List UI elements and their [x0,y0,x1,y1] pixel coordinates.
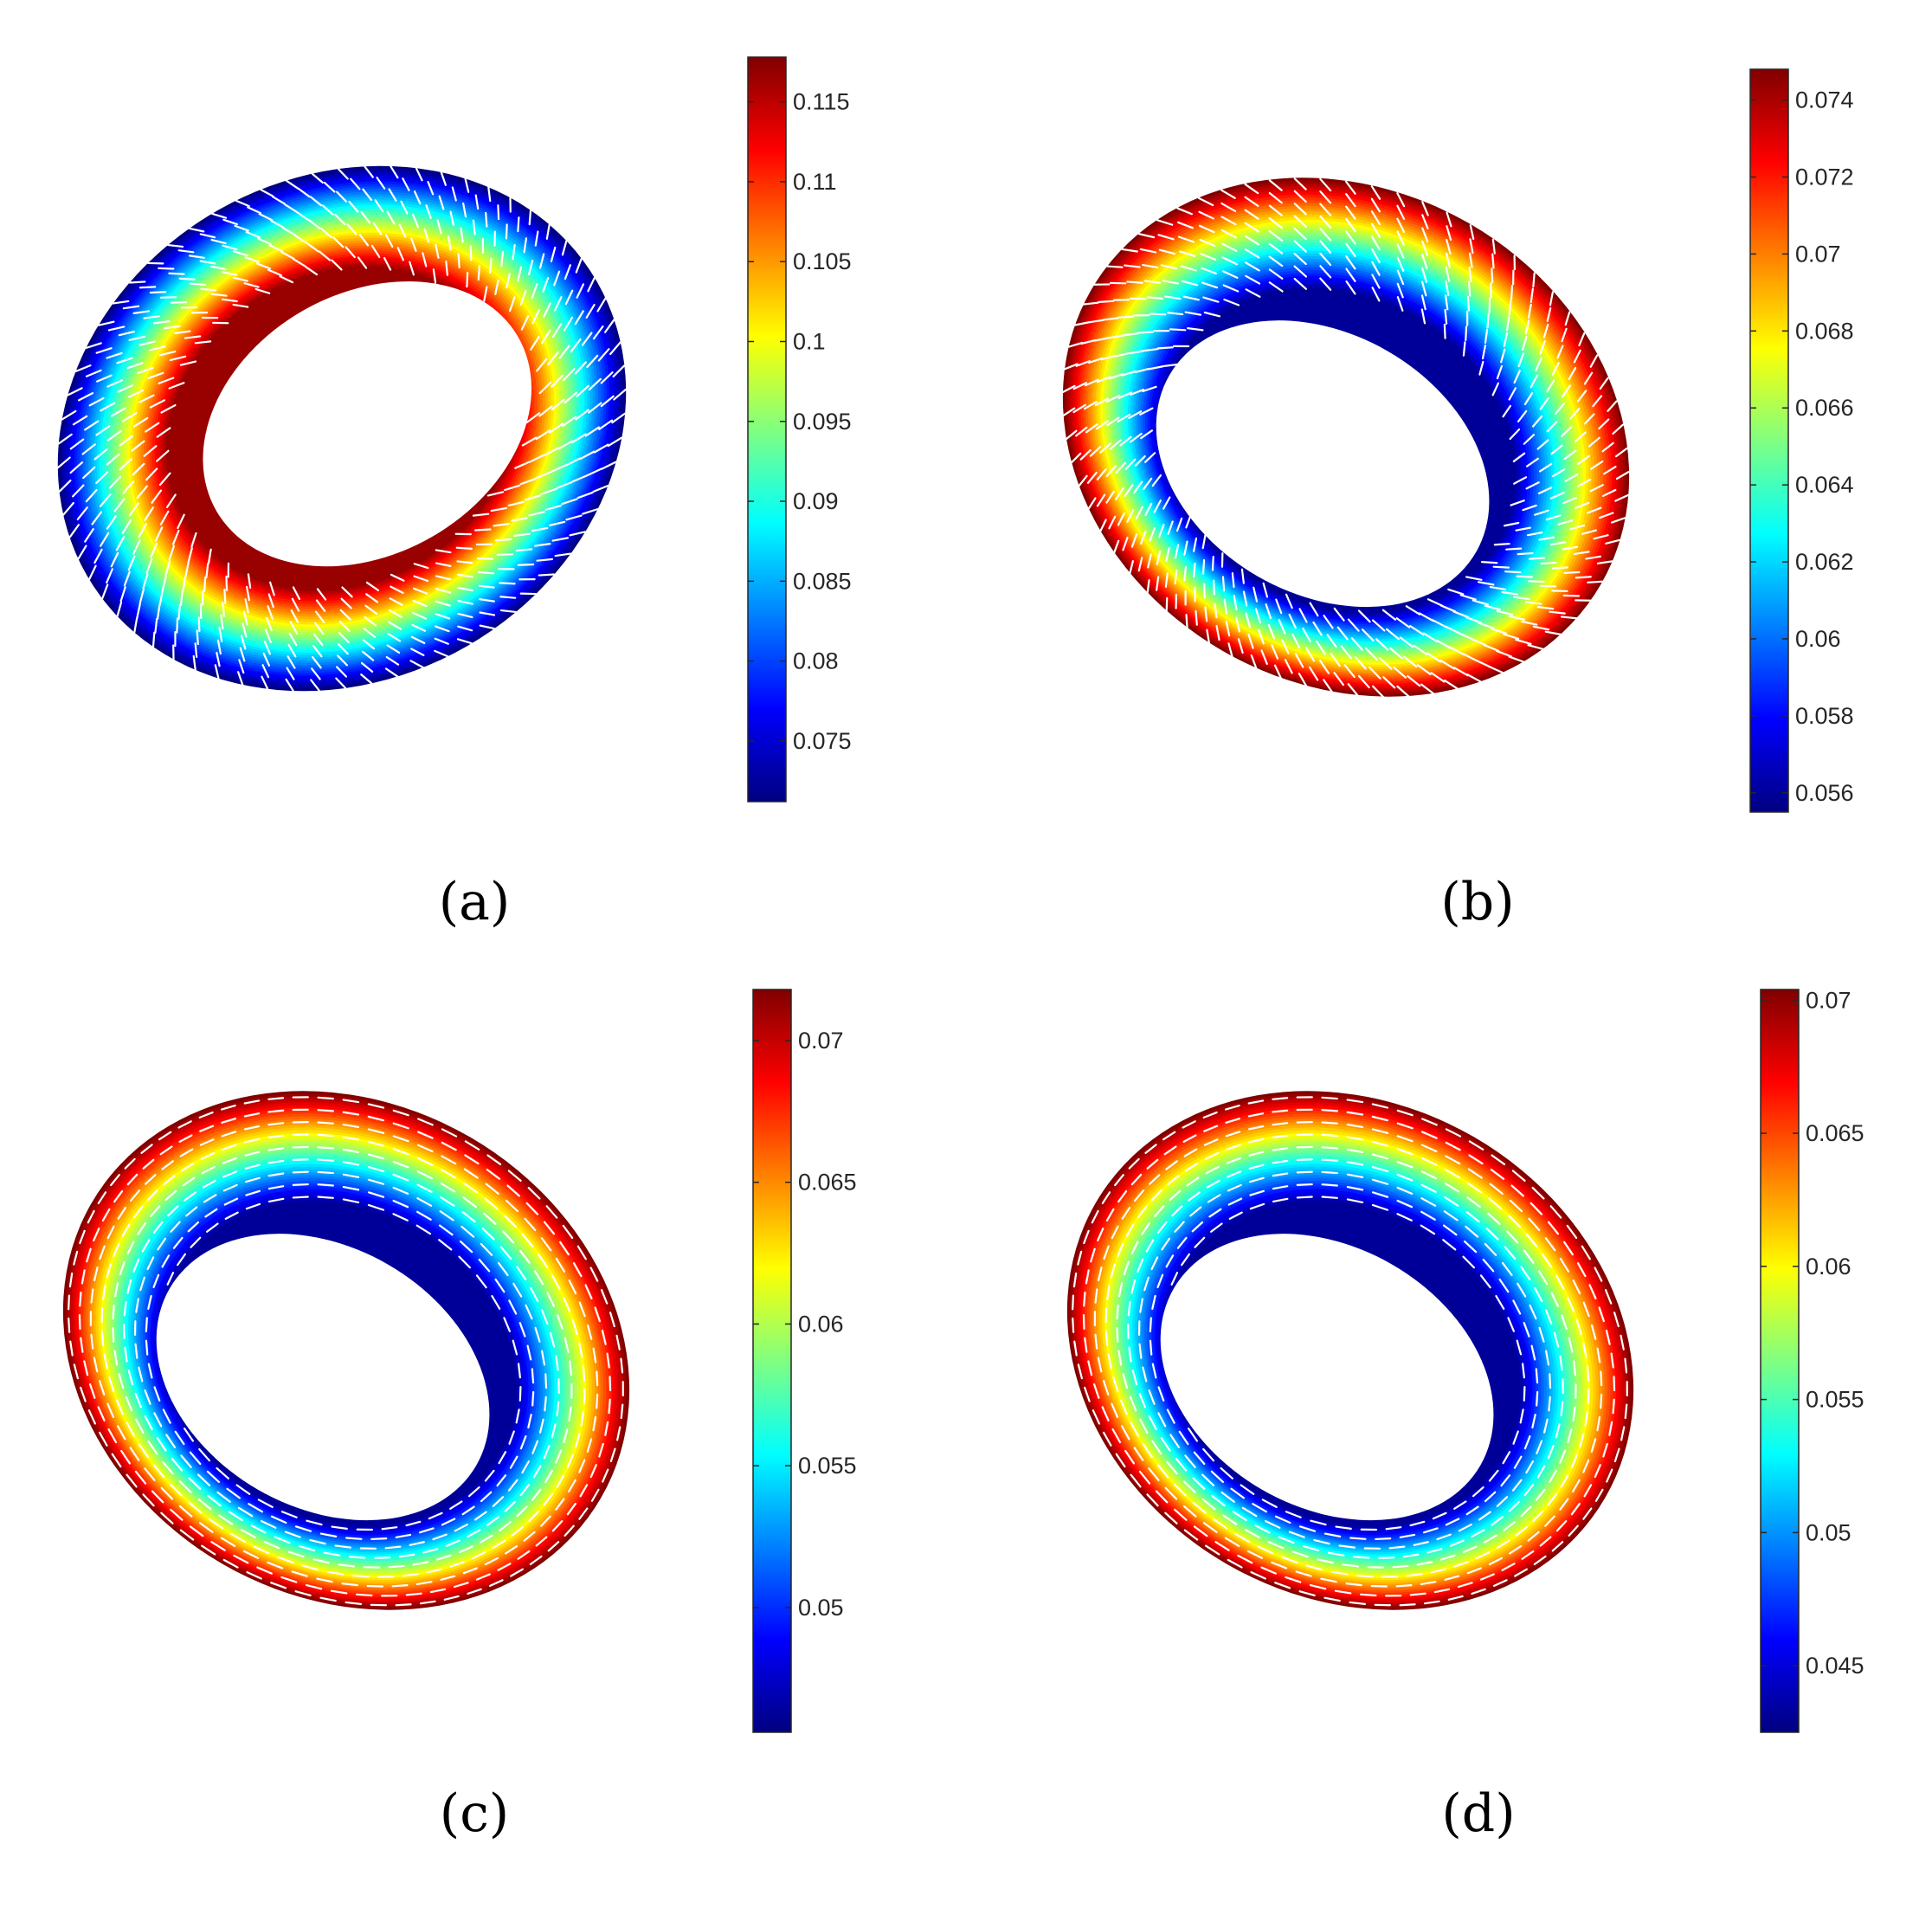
colorbar-tick-label: 0.05 [798,1595,844,1621]
colorbar-tick-label: 0.075 [793,728,852,754]
panel-label: (d) [1441,1783,1515,1844]
colorbar-tick-label: 0.095 [793,409,852,435]
torus-hole [156,1234,490,1521]
colorbar-tick-label: 0.055 [798,1453,857,1479]
colorbar-tick-label: 0.06 [1806,1254,1852,1280]
colorbar-tick-label: 0.1 [793,328,826,354]
colorbar-tick-label: 0.065 [798,1170,857,1196]
colorbar-tick-label: 0.062 [1795,549,1854,575]
colorbar-tick-label: 0.06 [798,1311,844,1337]
panel-c: 0.05 0.055 0.06 0.065 0.07 (c) [62,989,857,1844]
colorbar-gradient [1760,989,1800,1733]
panel-label: (a) [439,872,511,932]
vector-field [1072,1096,1628,1607]
colorbar-tick-label: 0.085 [793,568,852,594]
colorbar-tick-label: 0.07 [798,1028,844,1054]
colorbar-tick-label: 0.08 [793,648,839,674]
panel-a: 0.075 0.08 0.085 0.09 0.095 0.1 0.105 0.11 0.115… [56,56,852,932]
colorbar-tick-label: 0.045 [1806,1653,1864,1679]
panel-b: 0.056 0.058 0.06 0.062 0.064 0.066 0.068 0.07 0.… [1061,68,1854,932]
colorbar: 0.045 0.05 0.055 0.06 0.065 0.07 [1760,987,1864,1733]
colorbar: 0.056 0.058 0.06 0.062 0.064 0.066 0.068 0.07 0.… [1749,68,1854,813]
torus-hole [1160,1234,1494,1521]
vector-field [56,165,628,692]
panel-label: (b) [1440,872,1514,932]
colorbar: 0.05 0.055 0.06 0.065 0.07 [752,989,857,1733]
colorbar-tick-label: 0.058 [1795,703,1854,729]
panel-label: (c) [440,1783,509,1844]
vector-field [1061,177,1630,699]
torus-surface [62,1091,630,1610]
panel-d: 0.045 0.05 0.055 0.06 0.065 0.07 (d) [1066,987,1864,1844]
colorbar-tick-label: 0.056 [1795,780,1854,806]
colorbar-tick-label: 0.05 [1806,1519,1852,1545]
colorbar-tick-label: 0.065 [1806,1120,1864,1146]
torus-hole [203,281,532,567]
colorbar-tick-label: 0.09 [793,488,839,514]
colorbar-tick-label: 0.072 [1795,164,1854,190]
vector-field [68,1096,624,1607]
torus-surface [1066,1091,1634,1610]
colorbar-tick-label: 0.105 [793,248,852,274]
colorbar-gradient [1749,68,1789,813]
colorbar-tick-label: 0.06 [1795,626,1841,652]
colorbar-tick-label: 0.055 [1806,1387,1864,1413]
colorbar-tick-label: 0.07 [1806,987,1852,1013]
torus-hole [1156,320,1490,608]
colorbar-gradient [752,989,792,1733]
colorbar-tick-label: 0.064 [1795,472,1854,498]
colorbar-tick-label: 0.11 [793,169,837,195]
colorbar-tick-label: 0.074 [1795,87,1854,113]
torus-surface [56,165,628,692]
colorbar: 0.075 0.08 0.085 0.09 0.095 0.1 0.105 0.11 0.115 [747,56,852,803]
torus-surface [1061,177,1630,699]
colorbar-tick-label: 0.068 [1795,318,1854,344]
colorbar-gradient [747,56,787,803]
colorbar-tick-label: 0.07 [1795,241,1841,267]
colorbar-tick-label: 0.115 [793,89,850,115]
colorbar-tick-label: 0.066 [1795,395,1854,421]
